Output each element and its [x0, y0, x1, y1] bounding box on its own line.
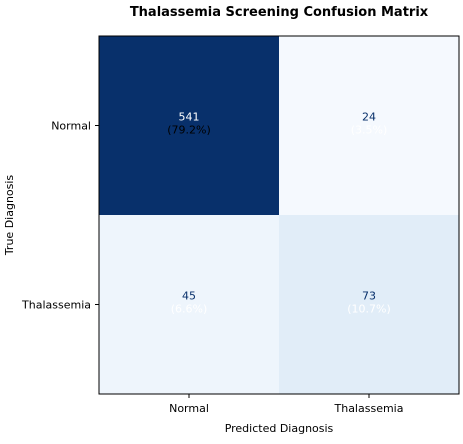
heatmap-cell-r0-c1	[279, 36, 459, 215]
chart-title: Thalassemia Screening Confusion Matrix	[130, 5, 429, 20]
cell-percent-label: (6.6%)	[171, 303, 208, 316]
cell-count-label: 24	[362, 111, 376, 124]
y-tick-label: Thalassemia	[21, 299, 91, 312]
cell-count-label: 541	[179, 111, 200, 124]
y-tick-label: Normal	[51, 120, 91, 133]
y-axis-label: True Diagnosis	[3, 175, 16, 257]
cell-count-label: 45	[182, 290, 196, 303]
axis-ticks: Normal Thalassemia Normal Thalassemia	[21, 120, 403, 416]
cell-count-label: 73	[362, 290, 376, 303]
heatmap-cell-r1-c1	[279, 215, 459, 394]
heatmap-cell-r1-c0	[99, 215, 279, 394]
x-axis-label: Predicted Diagnosis	[225, 422, 334, 435]
plot-frame	[98, 35, 460, 395]
cell-percent-label: (79.2%)	[167, 124, 211, 137]
cell-percent-label: (10.7%)	[347, 303, 391, 316]
x-tick-label: Thalassemia	[334, 402, 404, 415]
cell-percent-label: (3.5%)	[351, 124, 388, 137]
x-tick-label: Normal	[169, 402, 209, 415]
heatmap-cells: 541(79.2%) 24(3.5%) 45(6.6%) 73(10.7%)	[99, 36, 459, 394]
heatmap-cell-r0-c0	[99, 36, 279, 215]
